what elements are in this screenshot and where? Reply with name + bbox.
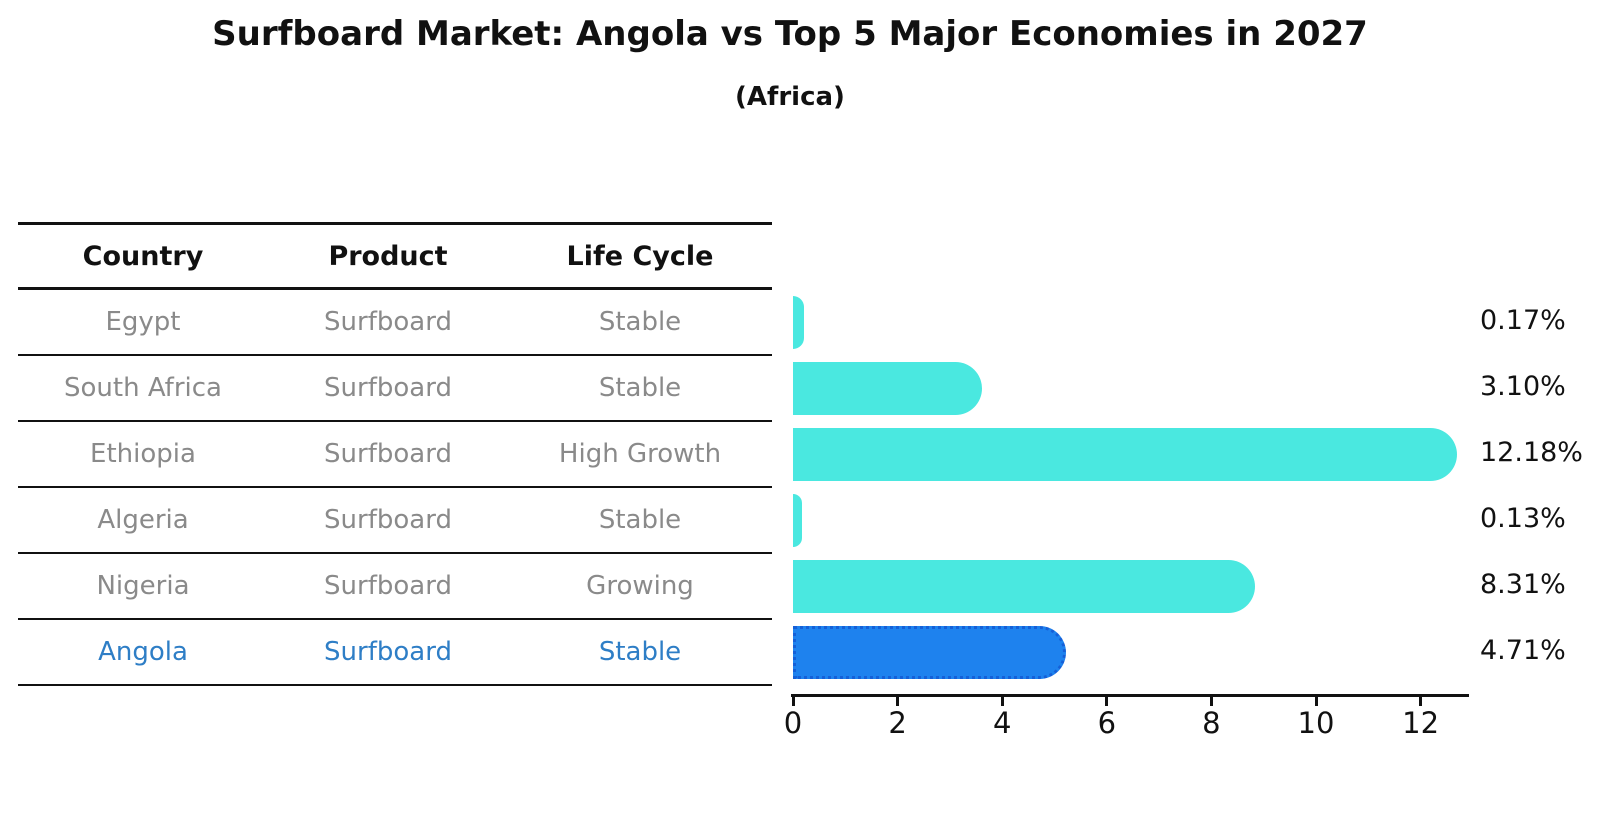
x-axis-tick bbox=[896, 697, 900, 706]
cell-product: Surfboard bbox=[324, 637, 452, 667]
x-axis-tick bbox=[1105, 697, 1109, 706]
bar-ethiopia bbox=[793, 427, 1457, 481]
chart-subtitle: (Africa) bbox=[735, 82, 845, 112]
value-label-nigeria: 8.31% bbox=[1480, 569, 1566, 600]
table-row-ethiopia: Ethiopia Surfboard High Growth bbox=[18, 422, 772, 488]
x-axis-tick bbox=[791, 697, 795, 706]
bar-algeria bbox=[793, 493, 802, 547]
cell-product: Surfboard bbox=[324, 505, 452, 535]
x-axis-tick bbox=[1314, 697, 1318, 706]
x-axis-tick-label: 4 bbox=[992, 706, 1012, 740]
cell-life-cycle: High Growth bbox=[558, 439, 722, 469]
cell-life-cycle: Stable bbox=[598, 373, 682, 403]
value-label-ethiopia: 12.18% bbox=[1480, 437, 1583, 468]
table-body: Egypt Surfboard Stable South Africa Surfboar… bbox=[18, 290, 772, 686]
cell-life-cycle: Stable bbox=[598, 505, 682, 535]
bar-south-africa bbox=[793, 361, 983, 415]
cell-product: Surfboard bbox=[324, 307, 452, 337]
value-label-algeria: 0.13% bbox=[1480, 503, 1566, 534]
column-header-product: Product bbox=[328, 240, 448, 272]
x-axis-tick-label: 8 bbox=[1202, 706, 1221, 740]
x-axis-tick-label: 2 bbox=[888, 706, 907, 740]
table-row-angola: Angola Surfboard Stable bbox=[18, 620, 772, 686]
cell-country: Angola bbox=[98, 637, 188, 667]
value-label-egypt: 0.17% bbox=[1480, 305, 1566, 336]
cell-life-cycle: Stable bbox=[598, 637, 682, 667]
x-axis-tick-label: 0 bbox=[783, 706, 803, 740]
value-label-south-africa: 3.10% bbox=[1480, 371, 1566, 402]
cell-country: Ethiopia bbox=[90, 439, 196, 469]
cell-life-cycle: Growing bbox=[586, 571, 694, 601]
table-row-south-africa: South Africa Surfboard Stable bbox=[18, 356, 772, 422]
value-label-angola: 4.71% bbox=[1480, 635, 1566, 666]
table-header-row: Country Product Life Cycle bbox=[18, 225, 772, 290]
table-row-egypt: Egypt Surfboard Stable bbox=[18, 290, 772, 356]
bar-angola bbox=[793, 625, 1067, 679]
x-axis-tick-label: 6 bbox=[1097, 706, 1117, 740]
x-axis-tick bbox=[1000, 697, 1004, 706]
x-axis-tick bbox=[1209, 697, 1213, 706]
column-header-life-cycle: Life Cycle bbox=[566, 240, 714, 272]
cell-product: Surfboard bbox=[324, 439, 452, 469]
bar-egypt bbox=[793, 295, 804, 349]
x-axis-line bbox=[791, 694, 1469, 697]
category-table: Country Product Life Cycle Egypt Surfboar… bbox=[18, 222, 772, 686]
x-axis-tick-label: 12 bbox=[1402, 706, 1440, 740]
table-row-algeria: Algeria Surfboard Stable bbox=[18, 488, 772, 554]
table-row-nigeria: Nigeria Surfboard Growing bbox=[18, 554, 772, 620]
cell-country: Nigeria bbox=[96, 571, 190, 601]
x-axis-tick-label: 10 bbox=[1297, 706, 1335, 740]
bar-nigeria bbox=[793, 559, 1255, 613]
cell-product: Surfboard bbox=[324, 373, 452, 403]
x-axis-tick bbox=[1419, 697, 1423, 706]
chart-title: Surfboard Market: Angola vs Top 5 Major … bbox=[212, 14, 1368, 54]
cell-country: Egypt bbox=[105, 307, 181, 337]
cell-country: South Africa bbox=[64, 373, 222, 403]
cell-life-cycle: Stable bbox=[598, 307, 682, 337]
cell-product: Surfboard bbox=[324, 571, 452, 601]
cell-country: Algeria bbox=[97, 505, 189, 535]
column-header-country: Country bbox=[82, 240, 204, 272]
